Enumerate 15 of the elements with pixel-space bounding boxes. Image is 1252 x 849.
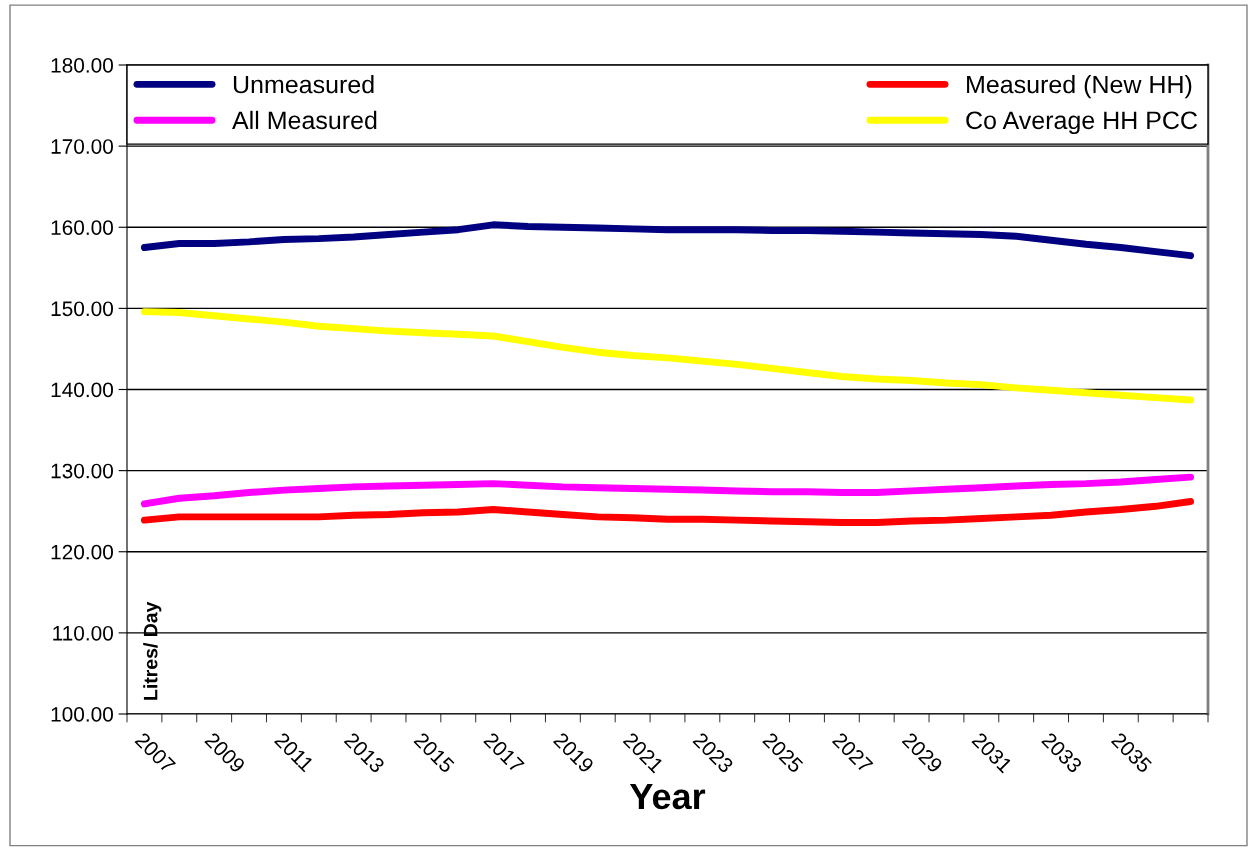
legend-label: Measured (New HH) <box>967 75 1192 99</box>
y-tick-label: 110.00 <box>53 625 113 641</box>
y-tick-label: 120.00 <box>51 544 113 560</box>
y-axis-title: Litres/ Day <box>143 601 162 700</box>
y-tick-label: 130.00 <box>51 463 113 479</box>
y-tick-label: 160.00 <box>51 220 113 235</box>
y-tick-label: 180.00 <box>51 58 113 73</box>
legend-label: Co Average HH PCC <box>966 111 1198 135</box>
legend-label: Unmeasured <box>233 75 374 94</box>
y-tick-label: 100.00 <box>51 707 113 722</box>
x-axis-title: Year <box>629 784 706 810</box>
legend-label: All Measured <box>232 110 377 130</box>
y-tick-label: 140.00 <box>51 382 113 398</box>
y-tick-label: 170.00 <box>51 139 113 154</box>
y-tick-label: 150.00 <box>51 301 113 317</box>
